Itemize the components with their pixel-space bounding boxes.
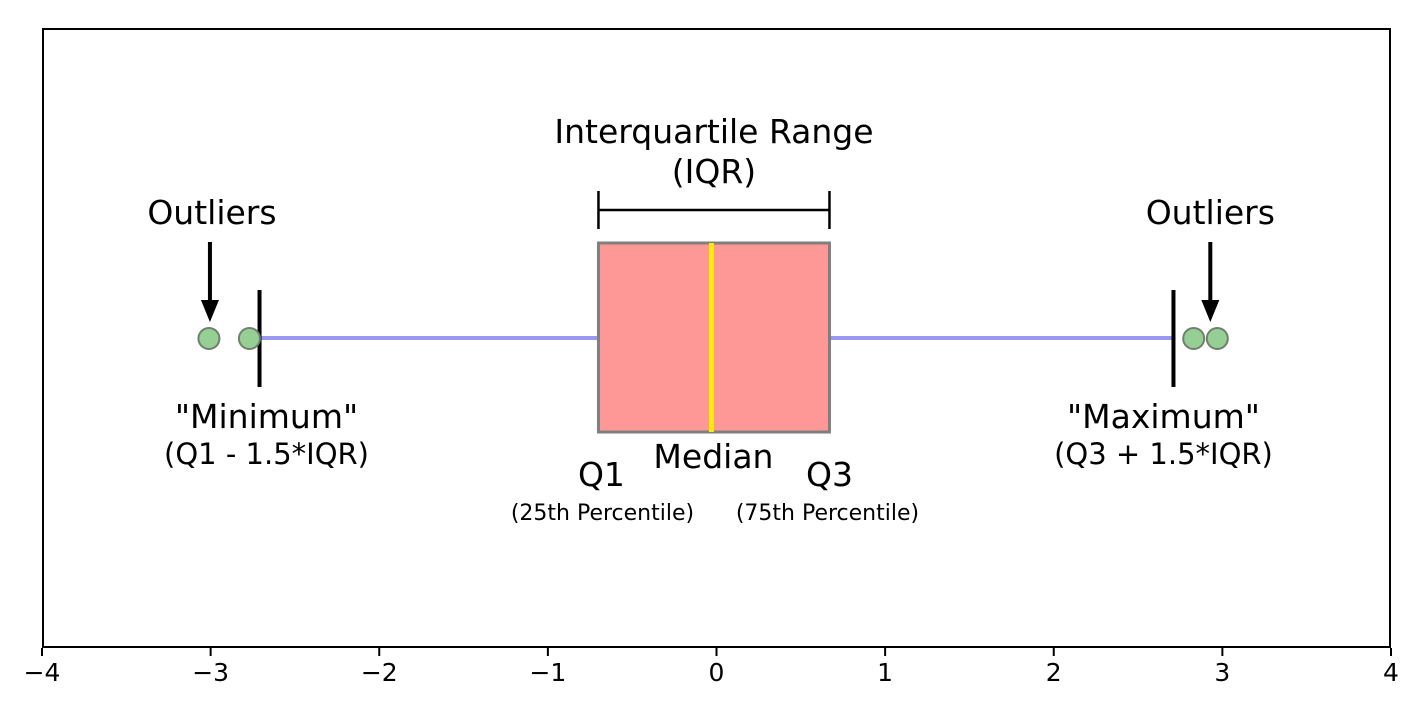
minimum-subtitle: (Q1 - 1.5*IQR) [164, 437, 369, 471]
minimum-title: "Minimum" [174, 397, 359, 436]
x-tick-label: 2 [1046, 658, 1062, 687]
q3-percentile-label: (75th Percentile) [735, 501, 920, 526]
maximum-subtitle: (Q3 + 1.5*IQR) [1054, 437, 1273, 471]
outliers-right-label: Outliers [1145, 193, 1275, 232]
outlier-dot [1182, 327, 1206, 350]
iqr-annotation: Interquartile Range (IQR) [554, 112, 873, 192]
outlier-dot [237, 327, 261, 350]
maximum-annotation: "Maximum" (Q3 + 1.5*IQR) [1054, 397, 1273, 471]
x-tick-label: 1 [877, 658, 893, 687]
x-tick-label: 0 [709, 658, 725, 687]
q3-label: Q3 [805, 455, 853, 494]
outlier-arrow-left-head [200, 300, 219, 322]
x-tick-label: −1 [529, 658, 566, 687]
x-tick-label: −2 [361, 658, 398, 687]
q1-percentile-label: (25th Percentile) [510, 501, 695, 526]
outlier-dot [197, 327, 221, 350]
iqr-title: Interquartile Range [554, 112, 874, 151]
iqr-box [596, 241, 831, 434]
x-tick-label: 3 [1214, 658, 1230, 687]
plot-area-border [42, 28, 1391, 648]
iqr-subtitle: (IQR) [671, 152, 757, 191]
q1-label: Q1 [577, 455, 625, 494]
outliers-left-label: Outliers [147, 193, 277, 232]
minimum-annotation: "Minimum" (Q1 - 1.5*IQR) [164, 397, 369, 471]
x-tick-label: 4 [1383, 658, 1399, 687]
outlier-arrow-right-head [1201, 300, 1220, 322]
x-tick-label: −4 [24, 658, 61, 687]
median-label: Median [653, 437, 774, 476]
outlier-dot [1205, 327, 1229, 350]
maximum-title: "Maximum" [1066, 397, 1260, 436]
x-tick-label: −3 [192, 658, 229, 687]
